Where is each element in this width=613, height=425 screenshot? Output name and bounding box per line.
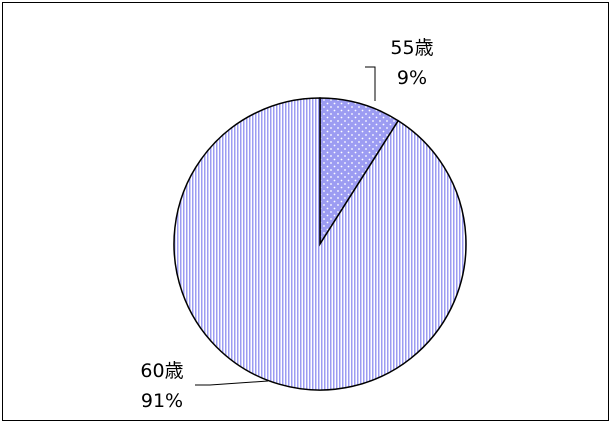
slice-label-55: 55歳 bbox=[390, 37, 433, 59]
leader-line-55 bbox=[365, 66, 376, 101]
leader-lines bbox=[195, 66, 376, 386]
leader-line-60 bbox=[195, 380, 269, 386]
pie-slice-0 bbox=[319, 97, 400, 247]
pie-slices bbox=[173, 97, 467, 391]
slice-label-60: 60歳 bbox=[140, 360, 183, 382]
slice-percent-60: 91% bbox=[141, 390, 183, 412]
slice-labels: 55歳 9% 60歳 91% bbox=[140, 37, 433, 412]
slice-percent-55: 9% bbox=[397, 67, 427, 89]
pie-slice-1 bbox=[173, 97, 467, 391]
